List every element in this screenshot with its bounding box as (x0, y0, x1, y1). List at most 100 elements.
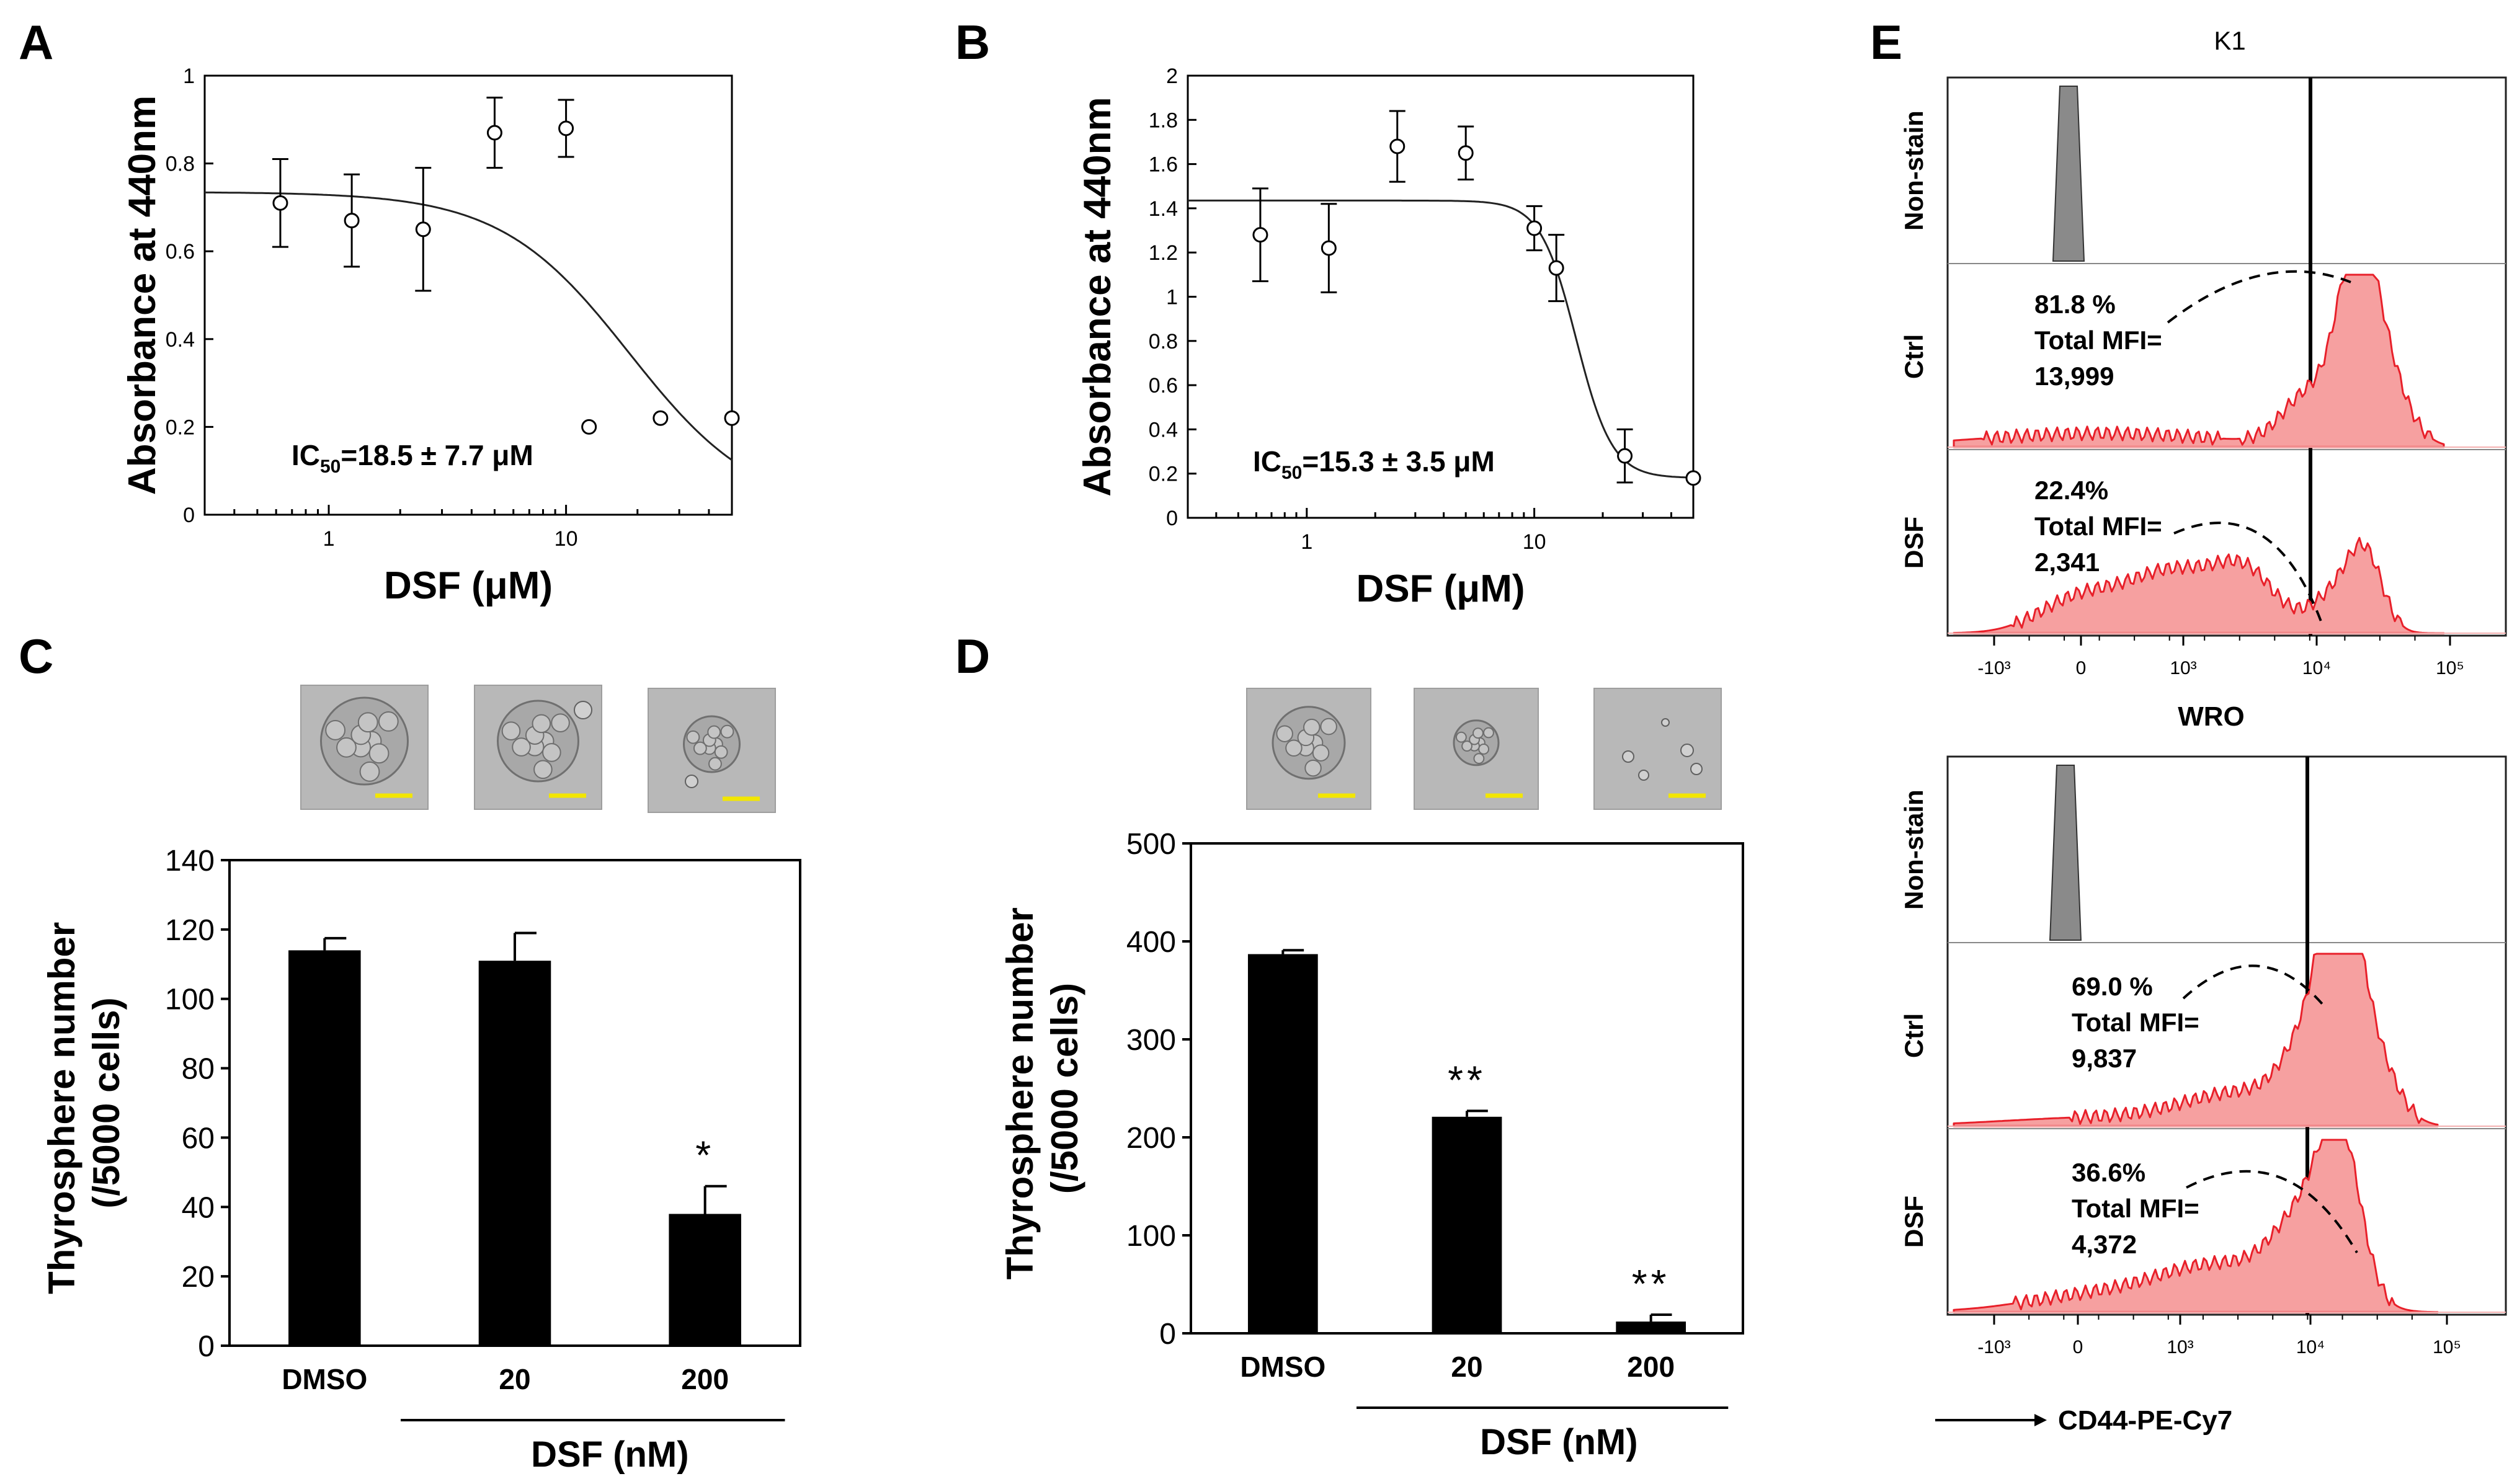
sphere-cell (1304, 759, 1322, 777)
y-tick-label: 0.2 (166, 415, 195, 439)
cd44-histogram (1953, 1139, 2439, 1313)
sphere-cell (1478, 744, 1490, 755)
bar (288, 950, 361, 1346)
single-cell (1690, 763, 1703, 775)
data-point (486, 125, 502, 141)
chart-c-bars: * (288, 931, 741, 1346)
x-tick-label: 10³ (2167, 1337, 2193, 1357)
fit-curve (204, 191, 733, 461)
sphere-cell (1472, 727, 1484, 739)
y-tick-label: 20 (182, 1261, 215, 1294)
data-point (558, 120, 574, 136)
data-point (581, 419, 597, 435)
y-tick-label: 500 (1126, 828, 1176, 861)
chart-b-fit-curve (1188, 199, 1694, 479)
bar (1432, 1116, 1502, 1333)
x-tick-label: 1 (323, 527, 335, 551)
data-point (1321, 240, 1337, 256)
sphere-cell (1285, 739, 1303, 757)
dashed-arrow (2173, 522, 2324, 627)
sphere-cell (1276, 725, 1293, 742)
mfi-value: 4,372 (2072, 1230, 2137, 1259)
y-tick-label: 400 (1126, 926, 1176, 959)
non-stain-histogram (2052, 86, 2085, 262)
chart-c-sphere-images (300, 685, 776, 813)
mfi-label: Total MFI= (2072, 1194, 2199, 1223)
chart-c-y-label-line2: (/5000 cells) (86, 997, 127, 1208)
x-tick-label: -10³ (1977, 658, 2010, 678)
chart-a-ic50-sub: 50 (320, 456, 341, 477)
y-tick-label: 1.6 (1149, 153, 1178, 177)
y-tick-label: 0.6 (166, 240, 195, 264)
row-label: Non-stain (1899, 789, 1928, 910)
chart-b-ic50-main: IC (1253, 445, 1281, 478)
gate-percent: 22.4% (2034, 476, 2108, 505)
data-point (415, 221, 431, 238)
sphere-cell (359, 761, 380, 782)
x-axis-label-cd44: CD44-PE-Cy7 (2058, 1405, 2232, 1436)
y-tick-label: 0 (1166, 507, 1178, 530)
data-point (1548, 260, 1564, 276)
dashed-arrow (2167, 270, 2351, 324)
sphere-cell (1303, 718, 1321, 736)
row-label: Ctrl (1899, 334, 1928, 379)
sphere-cell (325, 720, 346, 740)
sphere-cell (336, 737, 357, 758)
cd44-histogram (1953, 273, 2445, 448)
bar (1247, 954, 1318, 1333)
chart-d-y-label: Thyrosphere number (/5000 cells) (999, 897, 1085, 1280)
x-tick-label: 0 (2073, 1337, 2083, 1357)
x-tick-label: 10³ (2170, 658, 2196, 678)
chart-d-axes: 0 100 200 300 400 500 DMSO 20 200 (1126, 828, 1744, 1409)
y-tick-label: 1.4 (1149, 197, 1178, 221)
chart-c-y-label: Thyrosphere number (/5000 cells) (41, 912, 127, 1294)
panel-label-d: D (955, 629, 990, 683)
chart-a-ic50-annotation: IC50=18.5 ± 7.7 μM (292, 439, 533, 477)
x-category-label: DMSO (1240, 1351, 1325, 1383)
y-tick-label: 200 (1126, 1122, 1176, 1155)
bar (669, 1214, 741, 1346)
chart-b-ic50-sub: 50 (1281, 463, 1302, 483)
sphere-image-frame (1593, 688, 1722, 810)
y-tick-label: 0.6 (1149, 374, 1178, 398)
data-point (1252, 227, 1268, 243)
y-tick-label: 60 (182, 1122, 215, 1155)
single-cell (1622, 750, 1634, 763)
chart-d-y-label-line1: Thyrosphere number (999, 907, 1041, 1279)
sphere-cell (533, 760, 553, 780)
gate-percent: 69.0 % (2072, 972, 2153, 1001)
significance-mark: ** (1448, 1057, 1486, 1102)
row-label: DSF (1899, 1196, 1928, 1248)
sphere-cell (368, 743, 390, 764)
flow-group-wro: Non-stain Ctrl 69.0 % Total MFI= 9,837 DSF 36.… (1899, 755, 2507, 1357)
data-point (1685, 470, 1701, 486)
y-tick-label: 1.2 (1149, 241, 1178, 265)
y-tick-label: 0.2 (1149, 463, 1178, 486)
sphere-cell (378, 711, 399, 732)
x-category-label: DMSO (282, 1363, 367, 1395)
sphere-cell (686, 730, 700, 744)
flow-frame (1946, 755, 2507, 1316)
chart-d-bars: ** ** (1247, 949, 1686, 1333)
panel-label-b: B (955, 15, 990, 69)
chart-a-x-label: DSF (μM) (384, 564, 553, 607)
mfi-value: 2,341 (2034, 548, 2100, 577)
chart-b-axes: 0 0.2 0.4 0.6 0.8 1 1.2 1.4 1.6 1.8 2 1 10 (1149, 64, 1695, 554)
y-tick-label: 0.4 (166, 328, 195, 352)
x-tick-label: 10⁴ (2302, 658, 2331, 678)
y-tick-label: 140 (165, 845, 215, 878)
y-tick-label: 1 (183, 64, 195, 88)
data-point (1389, 138, 1406, 154)
y-tick-label: 40 (182, 1191, 215, 1224)
chart-e-flow-cytometry: K1 Non-stain Ctrl 81.8 % Total MFI= 13,999 DS… (1899, 26, 2507, 1436)
sphere-cell (512, 737, 531, 757)
sphere-cell (1473, 753, 1485, 765)
fit-curve (1188, 199, 1694, 479)
x-tick-label: 10 (555, 527, 578, 551)
x-category-label: 20 (1451, 1351, 1482, 1383)
cd44-histogram (1953, 953, 2439, 1127)
chart-b-ic50-annotation: IC50=15.3 ± 3.5 μM (1253, 445, 1495, 483)
cd44-histogram (1953, 536, 2445, 634)
chart-d-sphere-images (1246, 688, 1722, 810)
dashed-arrow (2186, 1170, 2358, 1254)
